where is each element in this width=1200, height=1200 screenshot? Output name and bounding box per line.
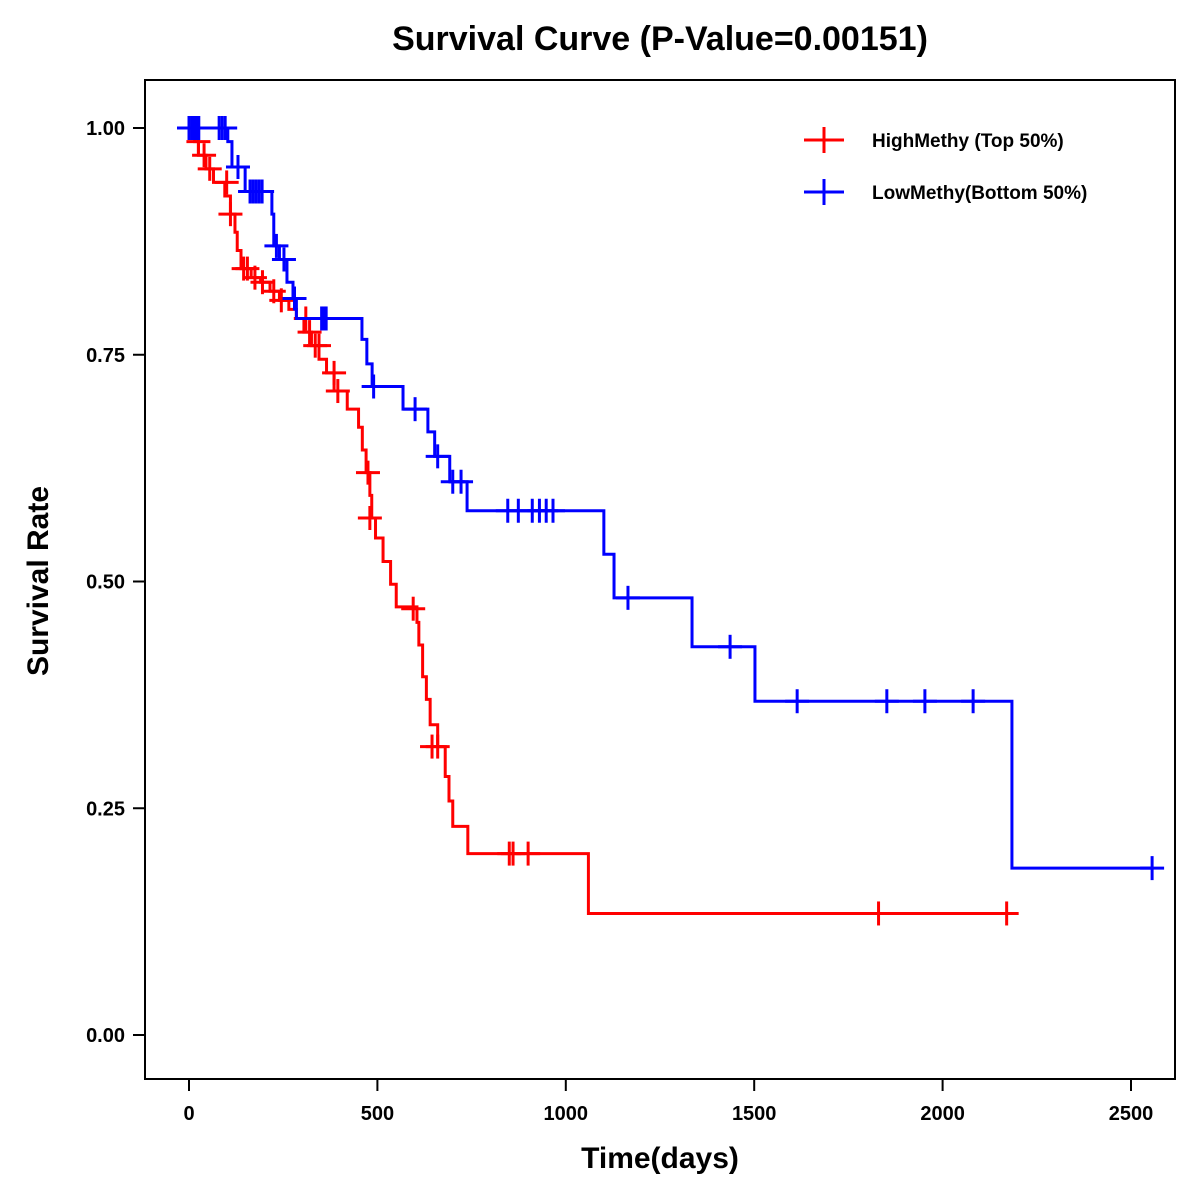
- censor-mark: [355, 460, 380, 485]
- censor-mark: [361, 374, 386, 399]
- censor-mark: [250, 179, 275, 204]
- censor-mark: [866, 901, 891, 926]
- censor-mark: [912, 689, 937, 714]
- legend-item: LowMethy(Bottom 50%): [804, 179, 1087, 205]
- censor-mark: [218, 202, 243, 227]
- censor-mark: [516, 841, 541, 866]
- series-lowmethy: [177, 116, 1165, 881]
- censor-mark: [269, 288, 294, 313]
- y-axis-label: Survival Rate: [22, 486, 55, 676]
- chart-title: Survival Curve (P-Value=0.00151): [392, 20, 928, 58]
- censor-mark: [214, 170, 239, 195]
- series-highmethy: [186, 126, 1019, 926]
- y-tick-label: 0.75: [86, 345, 125, 367]
- censor-mark: [213, 116, 238, 140]
- censor-mark: [325, 379, 350, 404]
- y-tick-label: 0.25: [86, 798, 125, 820]
- legend-label: LowMethy(Bottom 50%): [872, 183, 1087, 204]
- censor-mark: [322, 360, 347, 385]
- x-tick-label: 1000: [544, 1103, 589, 1125]
- censor-mark: [401, 596, 426, 621]
- survival-step-line: [189, 126, 1013, 915]
- censor-mark: [282, 286, 307, 311]
- censor-mark: [994, 901, 1019, 926]
- censor-mark: [615, 585, 640, 610]
- legend-key-icon: [804, 179, 844, 205]
- x-tick-label: 2000: [920, 1103, 965, 1125]
- censor-mark: [540, 498, 565, 523]
- censor-mark: [357, 506, 382, 531]
- y-axis: 0.00 0.25 0.50 0.75 1.00: [86, 118, 145, 1047]
- censor-mark: [192, 143, 217, 168]
- survival-step-line: [189, 126, 1154, 870]
- censor-mark: [403, 397, 428, 422]
- censor-mark: [306, 333, 331, 358]
- censor-mark: [785, 689, 810, 714]
- censor-mark: [449, 469, 474, 494]
- censor-mark: [197, 156, 222, 181]
- x-axis: 0 500 1000 1500 2000 2500: [183, 1079, 1153, 1125]
- plot-frame: [144, 79, 1176, 1080]
- x-axis-label: Time(days): [581, 1142, 739, 1175]
- y-tick-label: 0.50: [86, 572, 125, 594]
- x-tick-label: 0: [183, 1103, 194, 1125]
- censor-mark: [718, 634, 743, 659]
- censor-mark: [297, 320, 322, 345]
- censor-mark: [874, 689, 899, 714]
- x-tick-label: 2500: [1109, 1103, 1154, 1125]
- censor-mark: [271, 247, 296, 272]
- censor-mark: [1140, 856, 1165, 881]
- censor-mark: [425, 444, 450, 469]
- censor-mark: [961, 689, 986, 714]
- censor-mark: [186, 116, 211, 140]
- y-tick-label: 0.00: [86, 1025, 125, 1047]
- legend-key-icon: [804, 127, 844, 153]
- censor-mark: [314, 306, 339, 331]
- x-tick-label: 500: [361, 1103, 394, 1125]
- legend: HighMethy (Top 50%) LowMethy(Bottom 50%): [804, 127, 1087, 205]
- legend-label: HighMethy (Top 50%): [872, 131, 1064, 152]
- legend-item: HighMethy (Top 50%): [804, 127, 1064, 153]
- censor-mark: [264, 233, 289, 258]
- censor-mark: [425, 734, 450, 759]
- x-tick-label: 1500: [732, 1103, 777, 1125]
- y-tick-label: 1.00: [86, 118, 125, 140]
- censor-mark: [225, 155, 250, 180]
- series-layer: [177, 116, 1165, 926]
